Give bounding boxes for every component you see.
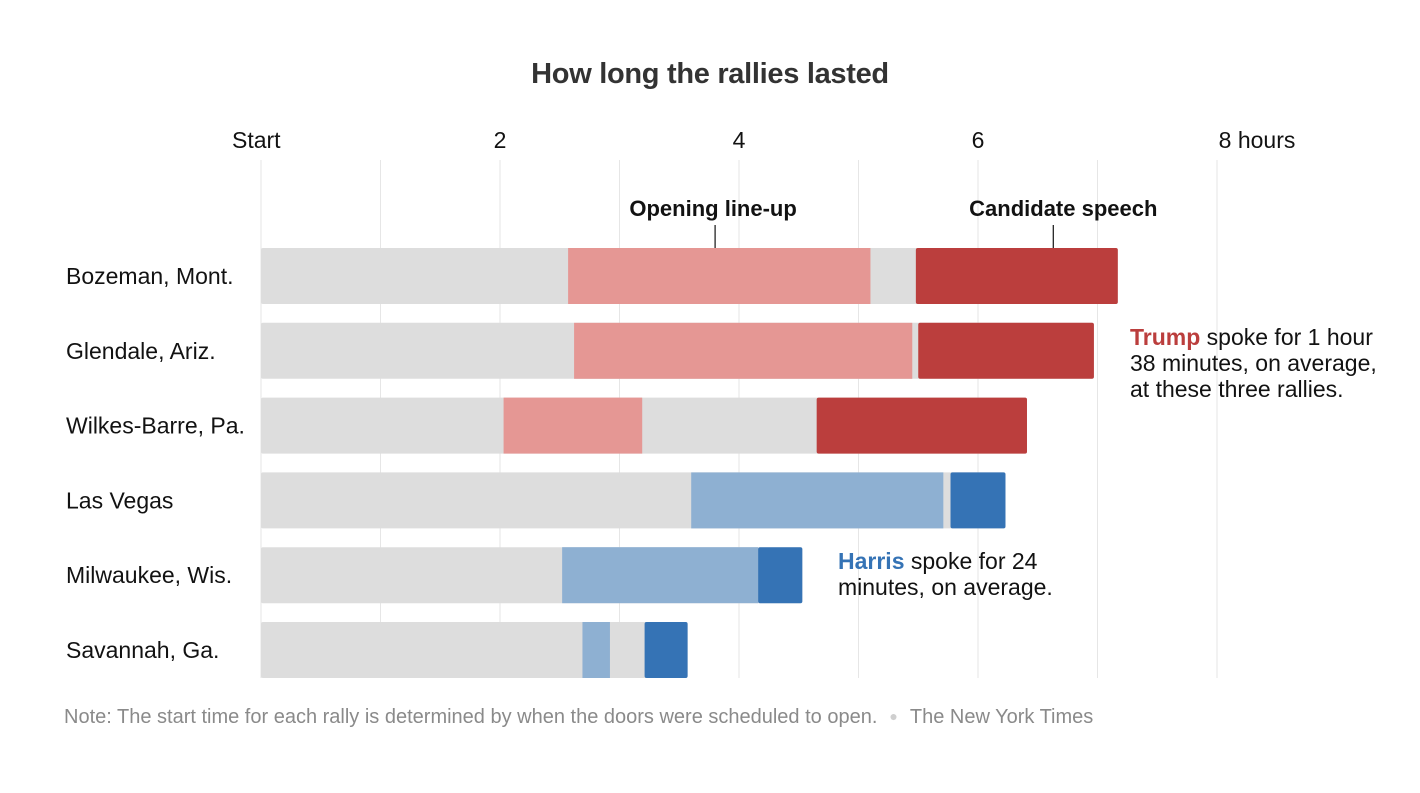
opening-segment (503, 397, 643, 454)
row-label-0: Bozeman, Mont. (66, 263, 233, 289)
speech-segment (918, 322, 1094, 379)
bar-row-1 (261, 322, 1094, 379)
trump-callout-text: spoke for 1 hour 38 minutes, on average,… (1130, 324, 1377, 402)
speech-segment (915, 248, 1118, 304)
bar-background (261, 622, 688, 678)
opening-segment (574, 322, 913, 379)
opening-segment (562, 547, 759, 604)
tick-label-0: Start (232, 127, 281, 153)
trump-callout-name: Trump (1130, 324, 1201, 350)
bars (261, 248, 1118, 678)
trump-callout: Trump spoke for 1 hour 38 minutes, on av… (1130, 324, 1390, 402)
harris-callout: Harris spoke for 24 minutes, on average. (838, 548, 1098, 600)
bar-row-0 (261, 248, 1118, 304)
harris-callout-name: Harris (838, 548, 905, 574)
annotation-label-1: Candidate speech (969, 196, 1157, 221)
harris-callout-text: spoke for 24 minutes, on average. (838, 548, 1053, 600)
x-axis-ticks: Start 2 4 6 8 hours (232, 127, 1295, 153)
row-label-2: Wilkes-Barre, Pa. (66, 413, 245, 439)
row-labels: Bozeman, Mont. Glendale, Ariz. Wilkes-Barr… (66, 263, 245, 663)
tick-label-1: 2 (494, 127, 507, 153)
chart-footer: Note: The start time for each rally is d… (64, 706, 1093, 729)
chart-note: Note: The start time for each rally is d… (64, 706, 878, 728)
opening-segment (568, 248, 871, 304)
chart-source: The New York Times (909, 706, 1094, 728)
tick-label-4: 8 hours (1219, 127, 1296, 153)
chart-title: How long the rallies lasted (531, 58, 889, 90)
row-label-4: Milwaukee, Wis. (66, 562, 232, 588)
row-label-5: Savannah, Ga. (66, 637, 219, 663)
annotation-label-0: Opening line-up (629, 196, 796, 221)
rally-duration-chart: Start 2 4 6 8 hours Bozeman, Mont. Glendale, … (66, 127, 1295, 678)
bar-row-3 (261, 472, 1006, 529)
bar-row-5 (261, 622, 688, 678)
speech-segment (758, 547, 803, 604)
tick-label-3: 6 (972, 127, 985, 153)
bar-row-4 (261, 547, 803, 604)
row-label-1: Glendale, Ariz. (66, 338, 216, 364)
speech-segment (950, 472, 1006, 529)
tick-label-2: 4 (733, 127, 746, 153)
opening-segment (582, 622, 610, 678)
speech-segment (644, 622, 688, 678)
separator-dot: ● (889, 708, 898, 724)
annotations: Opening line-up Candidate speech (629, 196, 1157, 248)
bar-row-2 (261, 397, 1027, 454)
row-label-3: Las Vegas (66, 487, 173, 513)
speech-segment (816, 397, 1027, 454)
opening-segment (691, 472, 944, 529)
